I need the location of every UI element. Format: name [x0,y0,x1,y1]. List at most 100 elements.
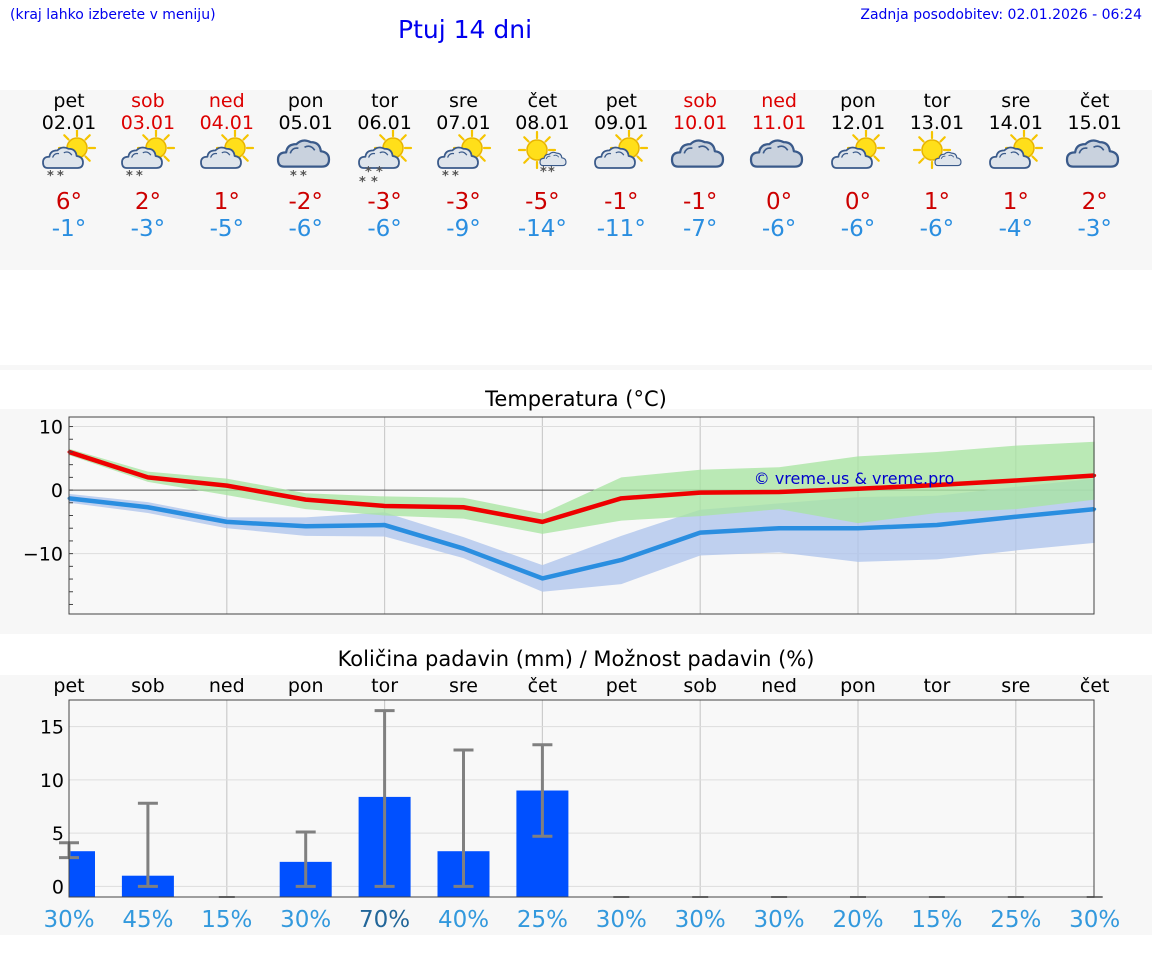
day-tmax: -3° [446,189,481,215]
error-bar [137,801,158,888]
min-temp-line-point [1014,515,1018,519]
snowflake-mark: * [442,169,449,184]
day-column: čet 08.01 * * -5° -14° [502,90,582,270]
x-category-label: ned [209,675,245,697]
sun-ray [163,134,170,141]
sun-ray [142,134,149,141]
cloud-shape [671,139,725,168]
y-tick-label: 0 [52,876,64,898]
weather-icon: * * [518,130,567,180]
max-temp-line-point [383,504,387,508]
precip-chance-label: 30% [280,907,331,933]
precip-chance-label: 30% [675,907,726,933]
max-temp-line-point [304,498,308,502]
precip-chance-label: 70% [359,907,410,933]
cloud-outline [934,151,962,167]
snowflake-mark: * [136,169,143,184]
cloud-outline [42,146,84,169]
sun-ray [918,157,925,164]
sun-ray [478,134,486,141]
snowflake-mark: * [376,165,383,180]
cloud-shape [276,139,330,168]
sun-ray [163,155,170,162]
watermark: © vreme.us & vreme.pro [754,469,955,488]
cloud-detail [1078,145,1105,154]
max-temp-line-point [540,520,544,524]
day-weekday: sre [1001,90,1031,112]
day-column: sre 14.01 1° -4° [976,90,1056,270]
max-temp-line-point [935,483,939,487]
day-tmax: -2° [288,189,323,215]
cloud-outline [436,146,479,169]
x-category-label: pon [288,675,324,697]
precip-chance-label: 25% [990,907,1041,933]
weather-icon: * ** * [357,130,412,190]
plot-frame [68,699,1095,898]
sun-ray [873,134,880,141]
precip-chance-label: 30% [1069,907,1120,933]
snowflake-mark: * [548,165,555,180]
cloudy-icon [1065,139,1119,168]
day-date: 09.01 [594,112,649,134]
sun-disc [921,139,943,161]
day-weekday: sob [683,90,717,112]
day-tmax: 0° [766,189,793,215]
day-tmax: -3° [367,189,402,215]
cloud-shape [539,151,567,167]
cloud-outline [539,151,567,167]
cloud-detail [546,154,560,159]
x-category-label: čet [528,675,558,697]
precipitation-chart-title: Količina padavin (mm) / Možnost padavin … [337,647,815,671]
cloud-detail [130,151,152,158]
sun-ray [636,155,644,162]
min-temp-line-point [146,505,150,509]
max-temp-line-point [1014,479,1018,483]
day-tmin: -7° [682,216,718,242]
weather-icon [749,139,804,168]
snowflake-mark: * [365,165,372,180]
partly-cloudy-icon [988,130,1043,169]
sun-ray [220,134,228,141]
day-date: 03.01 [120,112,176,134]
y-tick-label: 5 [52,823,64,845]
min-temp-line-point [304,524,308,528]
day-column: čet 15.01 2° -3° [1055,90,1135,270]
day-tmax: 0° [844,189,872,215]
cloud-outline [749,139,804,168]
weather-icon [594,130,649,169]
day-weekday: pet [53,90,85,112]
weather-icon [831,130,886,169]
day-tmin: -3° [130,216,166,242]
day-date: 08.01 [515,112,570,134]
min-temp-line-point [856,526,860,530]
cloud-detail [762,145,789,154]
cloud-detail [51,151,73,158]
snowflake-mark: * [371,175,378,190]
y-tick-label: 15 [40,717,64,739]
cloud-shape [934,151,962,167]
x-category-label: tor [923,675,950,697]
partly-cloudy-icon [199,130,254,169]
snowflake-mark: * [540,165,547,180]
cloud-shape [121,146,163,169]
cloud-shape [1065,139,1119,168]
precip-chance-label: 30% [596,907,647,933]
day-tmax: -5° [525,189,560,215]
day-tmin: -3° [1077,216,1112,242]
day-column: sob 03.01 * * 2° -3° [108,90,188,270]
cloud-detail [446,151,467,158]
max-temp-line-point [619,496,623,500]
partly-cloudy-icon [594,130,649,169]
snowflake-mark: * [290,169,297,184]
cloud-detail [209,151,231,158]
location-hint[interactable]: (kraj lahko izberete v meniju) [10,7,216,23]
weather-icon [912,130,962,170]
divider-strip [0,365,1152,370]
day-date: 07.01 [436,112,491,134]
day-tmin: -5° [209,216,245,242]
max-temp-line-point [146,475,150,479]
sun-ray [399,134,407,141]
snowflake-mark: * [300,169,307,184]
partly-cloudy-snow-icon: * * [436,130,491,184]
partly-cloudy-heavy-snow-icon: * ** * [357,130,412,190]
